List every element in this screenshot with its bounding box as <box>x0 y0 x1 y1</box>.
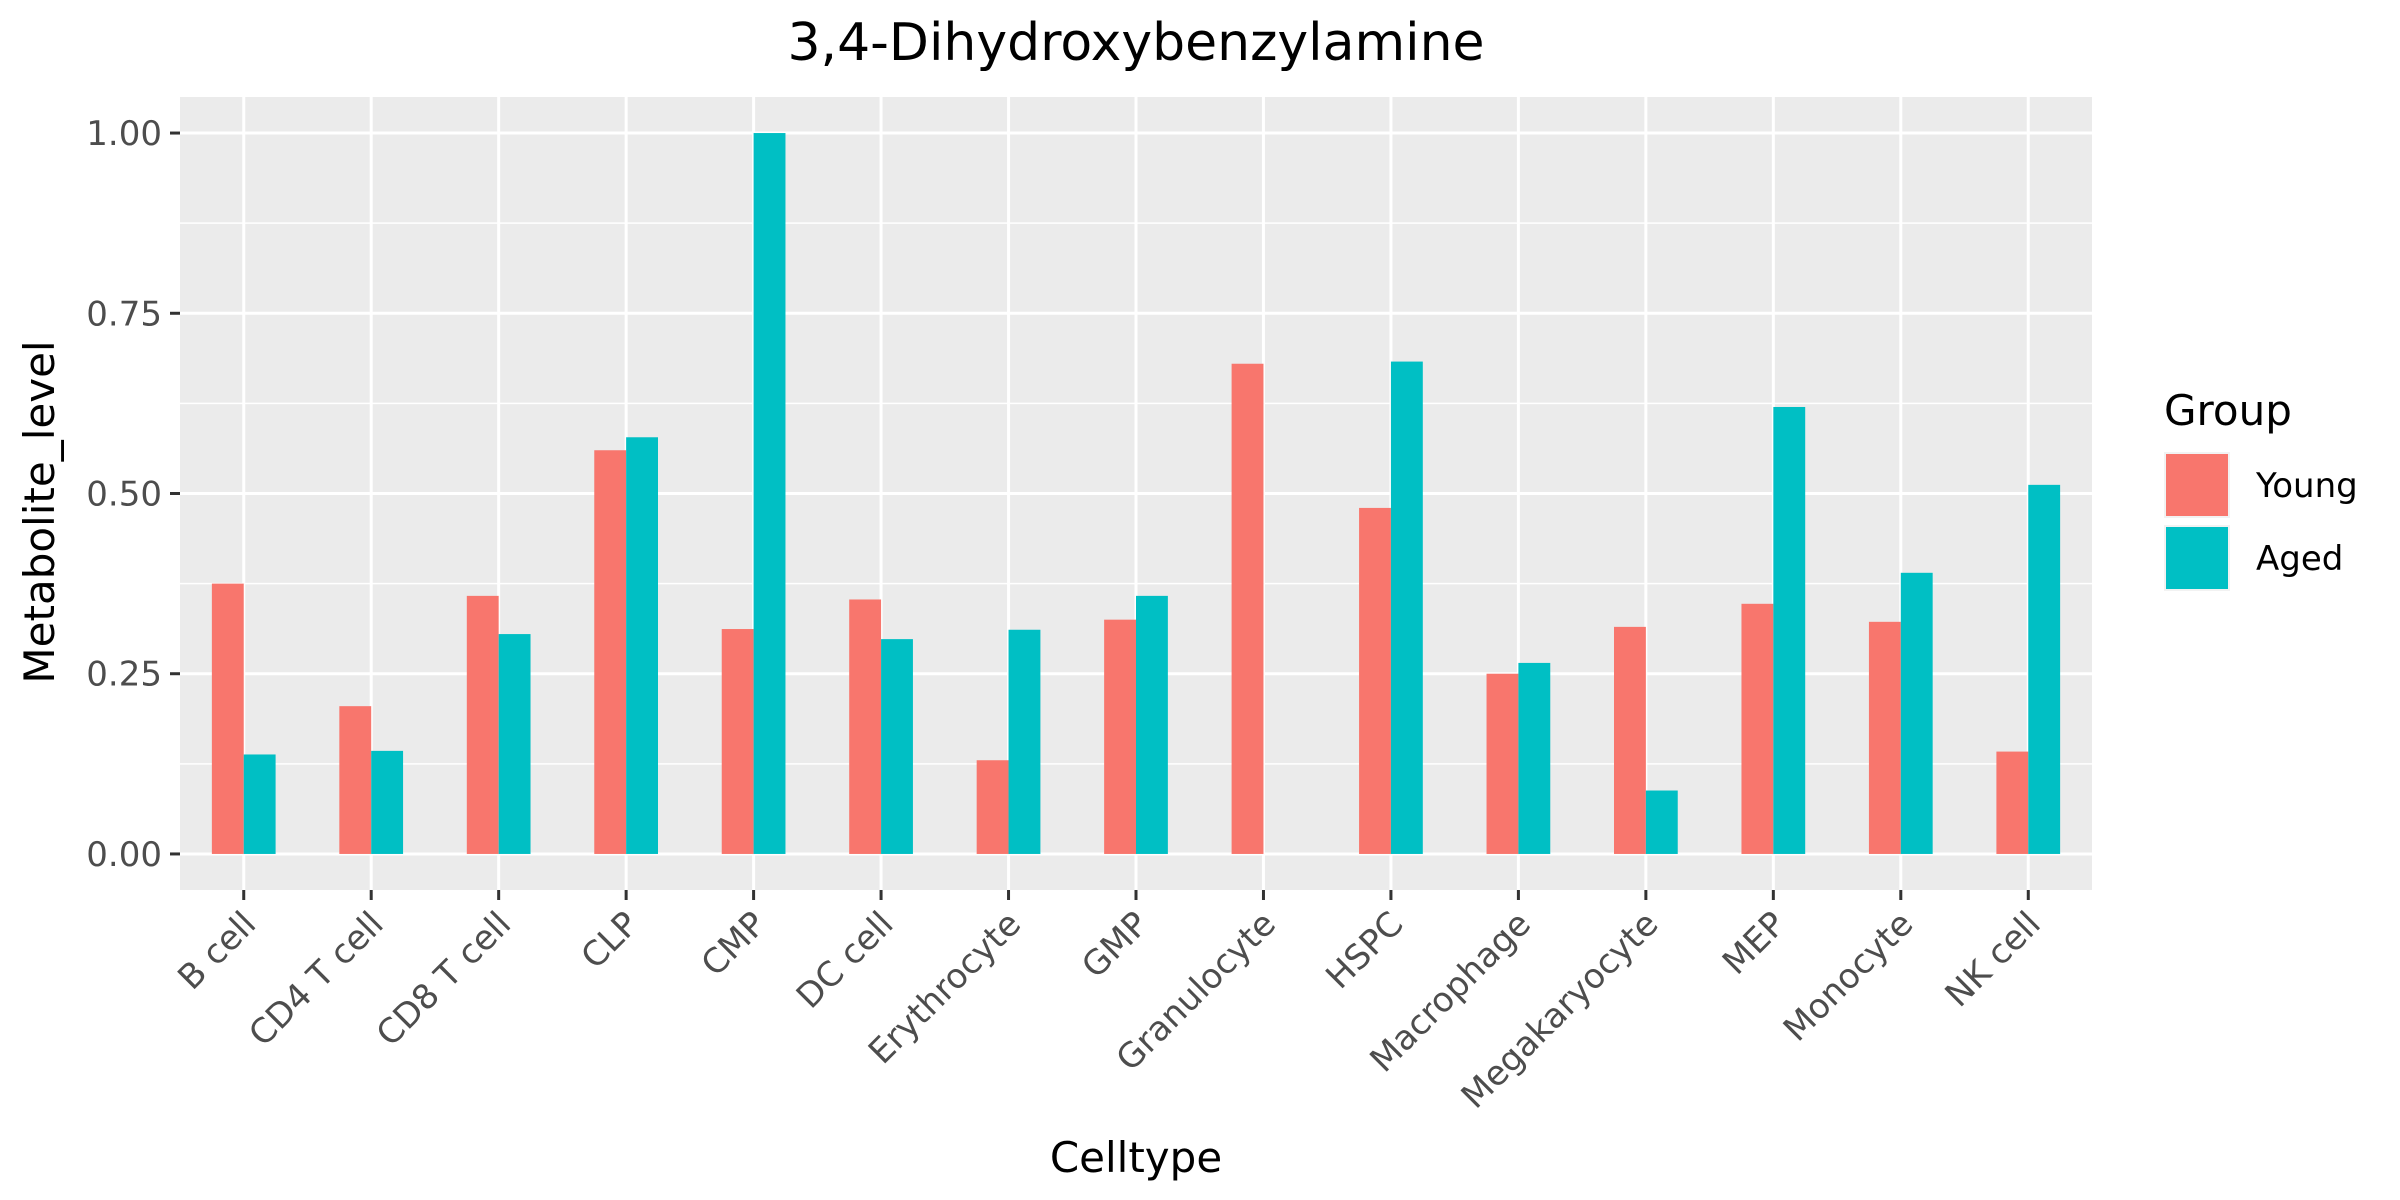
bar-aged <box>1773 406 1806 854</box>
chart-title: 3,4-Dihydroxybenzylamine <box>787 13 1484 73</box>
bar-aged <box>498 634 531 854</box>
legend-key-aged <box>2166 527 2228 589</box>
bar-aged <box>2028 484 2061 854</box>
bar-young <box>1996 751 2029 854</box>
bar-young <box>1868 621 1901 854</box>
legend: Group Young Aged <box>2164 386 2358 591</box>
bar-aged <box>371 750 404 854</box>
legend-title: Group <box>2164 386 2292 435</box>
legend-label-young: Young <box>2255 466 2358 506</box>
bar-young <box>1104 619 1136 854</box>
bar-young <box>1614 626 1646 854</box>
bar-aged <box>753 133 786 854</box>
bar-young <box>1359 507 1391 854</box>
legend-label-aged: Aged <box>2256 539 2343 579</box>
bar-aged <box>1390 361 1423 854</box>
bar-young <box>594 450 627 854</box>
y-axis-title: Metabolite_level <box>15 340 64 683</box>
bar-young <box>1231 363 1264 854</box>
x-axis-title: Celltype <box>1050 1133 1222 1182</box>
bar-young <box>976 760 1009 854</box>
y-tick-label: 1.00 <box>86 114 162 154</box>
bar-young <box>211 583 244 854</box>
bar-young <box>466 595 499 854</box>
bar-aged <box>881 639 913 854</box>
y-tick-label: 0.50 <box>86 475 162 515</box>
y-tick-label: 0.25 <box>86 655 162 695</box>
y-tick-label: 0.75 <box>86 294 162 334</box>
bar-young <box>849 599 882 854</box>
bar-aged <box>626 437 658 854</box>
bar-aged <box>1518 662 1551 854</box>
bar-aged <box>1136 595 1168 854</box>
bar-young <box>721 629 754 854</box>
y-tick-label: 0.00 <box>86 835 162 875</box>
bar-young <box>1741 603 1774 854</box>
legend-key-young <box>2166 454 2228 516</box>
bar-aged <box>243 754 276 854</box>
bar-young <box>1486 673 1519 854</box>
bar-young <box>339 706 372 854</box>
bar-aged <box>1645 790 1678 854</box>
bar-aged <box>1900 572 1933 854</box>
bar-aged <box>1008 629 1041 854</box>
